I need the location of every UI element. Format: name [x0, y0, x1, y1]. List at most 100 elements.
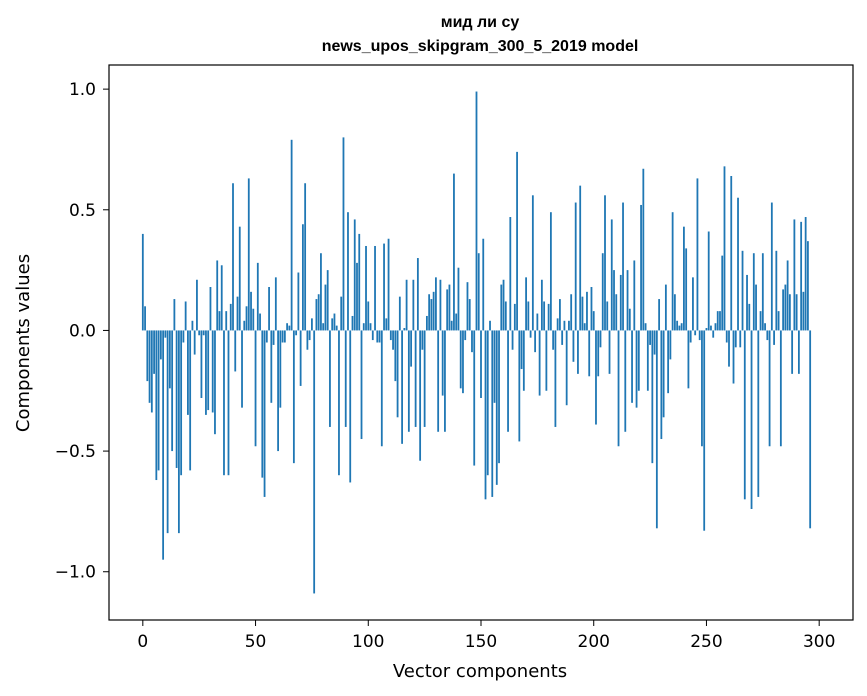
bar: [182, 330, 185, 343]
bar: [329, 330, 331, 427]
bar: [480, 330, 482, 398]
bar: [759, 311, 762, 331]
bar: [392, 330, 394, 350]
bar: [236, 296, 239, 331]
bar: [540, 279, 543, 331]
bar: [595, 330, 597, 425]
bar: [274, 277, 277, 331]
bar: [561, 330, 564, 345]
bar: [173, 299, 176, 331]
bar: [588, 330, 591, 377]
y-tick-label: 0.0: [69, 321, 96, 341]
bar: [254, 330, 257, 447]
bar: [344, 330, 347, 427]
bar: [202, 330, 205, 336]
bar: [579, 185, 582, 331]
bar: [155, 330, 158, 481]
bar: [784, 284, 787, 331]
bar: [448, 284, 451, 331]
x-tick-label: 200: [578, 632, 610, 652]
bar: [313, 330, 316, 594]
bar: [522, 330, 525, 391]
bar: [250, 291, 252, 331]
bar: [779, 330, 782, 447]
bar: [527, 301, 530, 331]
bar: [633, 260, 636, 331]
bar: [563, 320, 566, 331]
bar: [752, 253, 755, 331]
bar: [577, 330, 579, 374]
bar: [238, 226, 241, 331]
bar: [162, 330, 165, 560]
bar: [200, 330, 203, 398]
bar: [225, 311, 228, 331]
bar: [407, 330, 410, 432]
bar: [624, 330, 627, 432]
bar: [583, 323, 586, 331]
bar: [804, 217, 807, 331]
bar: [453, 173, 455, 331]
bar: [153, 330, 155, 374]
bar: [168, 330, 171, 389]
bar: [335, 325, 338, 331]
bar: [606, 301, 609, 331]
bar: [608, 330, 611, 374]
bar: [705, 328, 708, 331]
bar: [320, 253, 322, 331]
bar: [223, 330, 225, 476]
bar: [299, 330, 302, 386]
bar: [405, 279, 408, 331]
bar: [180, 330, 183, 476]
bar: [317, 294, 320, 331]
bar: [272, 330, 275, 345]
bar: [734, 330, 737, 348]
bar: [292, 330, 295, 464]
bar: [637, 330, 640, 391]
bar: [757, 330, 760, 497]
bar: [286, 323, 289, 331]
bar: [768, 330, 771, 447]
bar: [216, 260, 219, 331]
y-tick-label: −1.0: [55, 563, 96, 583]
bar: [552, 330, 555, 350]
bar: [450, 320, 453, 331]
bar: [365, 245, 367, 331]
bar: [495, 330, 498, 485]
bar: [340, 296, 343, 331]
bar: [371, 330, 374, 341]
chart-subtitle: news_upos_skipgram_300_5_2019 model: [322, 38, 639, 55]
bar: [268, 287, 270, 331]
bar: [281, 330, 284, 343]
bar: [802, 291, 805, 331]
bar: [347, 212, 349, 331]
bar: [288, 325, 291, 331]
x-tick-label: 300: [803, 632, 835, 652]
bar: [502, 279, 505, 331]
bar: [338, 330, 340, 476]
bar: [730, 176, 733, 331]
plot-frame: [108, 64, 854, 621]
bar: [592, 311, 595, 331]
bar: [782, 289, 785, 331]
bar: [468, 299, 471, 331]
bar: [775, 250, 778, 331]
bar: [177, 330, 180, 534]
bar: [590, 287, 593, 331]
bar: [196, 279, 198, 331]
bar: [261, 330, 264, 478]
bar: [486, 330, 489, 476]
bar: [646, 330, 649, 391]
bar: [631, 330, 633, 403]
bar: [683, 226, 685, 331]
bar: [410, 330, 413, 367]
bar: [707, 231, 710, 331]
bar: [342, 137, 345, 331]
bar: [304, 183, 307, 331]
bar: [360, 330, 363, 440]
bar: [279, 330, 282, 408]
bar: [597, 330, 600, 377]
bar: [786, 260, 789, 331]
bar: [513, 303, 516, 331]
x-tick-label: 100: [352, 632, 384, 652]
